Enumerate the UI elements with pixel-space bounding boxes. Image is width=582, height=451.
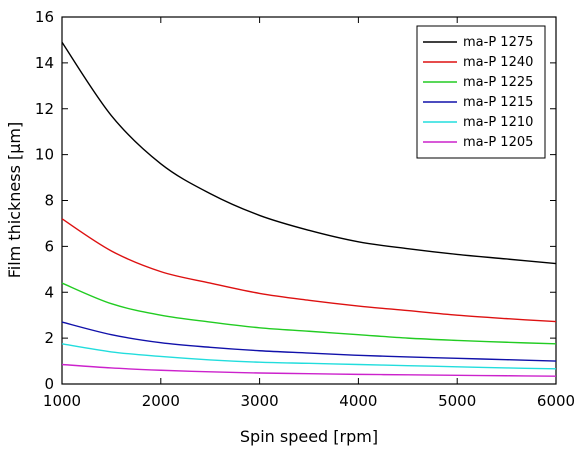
x-tick-label: 2000	[142, 392, 180, 410]
y-tick-label: 10	[35, 146, 54, 164]
legend-entry: ma-P 1205	[463, 135, 533, 150]
x-tick-label: 5000	[438, 392, 476, 410]
series-line-ma-p-1215	[61, 321, 557, 362]
y-tick-label: 4	[44, 283, 54, 301]
series-line-ma-p-1210	[61, 343, 557, 370]
y-tick-label: 8	[44, 192, 54, 210]
series-line-ma-p-1225	[61, 282, 557, 345]
legend-entry: ma-P 1210	[463, 115, 533, 130]
y-tick-label: 6	[44, 237, 54, 255]
legend: ma-P 1275 ma-P 1240 ma-P 1225 ma-P 1215 ma-P…	[416, 25, 546, 159]
legend-box	[416, 25, 546, 159]
y-tick-label: 2	[44, 329, 54, 347]
x-axis-label: Spin speed [rpm]	[240, 427, 378, 446]
x-tick-label: 1000	[43, 392, 81, 410]
axes: 1000 2000 3000 4000 5000 6000 0 2 4 6 8 10 12 14 16	[35, 8, 575, 410]
y-tick-label: 14	[35, 54, 54, 72]
series-line-ma-p-1240	[61, 218, 557, 323]
legend-entry: ma-P 1240	[463, 55, 533, 70]
series-lines	[61, 41, 557, 377]
series-line-ma-p-1205	[61, 363, 557, 377]
legend-entry: ma-P 1275	[463, 35, 533, 50]
x-tick-label: 4000	[339, 392, 377, 410]
x-tick-label: 3000	[241, 392, 279, 410]
y-tick-label: 12	[35, 100, 54, 118]
y-tick-label: 16	[35, 8, 54, 26]
y-tick-label: 0	[44, 375, 54, 393]
legend-entry: ma-P 1215	[463, 95, 533, 110]
y-axis-label: Film thickness [µm]	[5, 122, 24, 279]
series-line-ma-p-1275	[61, 41, 557, 265]
legend-entry: ma-P 1225	[463, 75, 533, 90]
x-tick-label: 6000	[537, 392, 575, 410]
